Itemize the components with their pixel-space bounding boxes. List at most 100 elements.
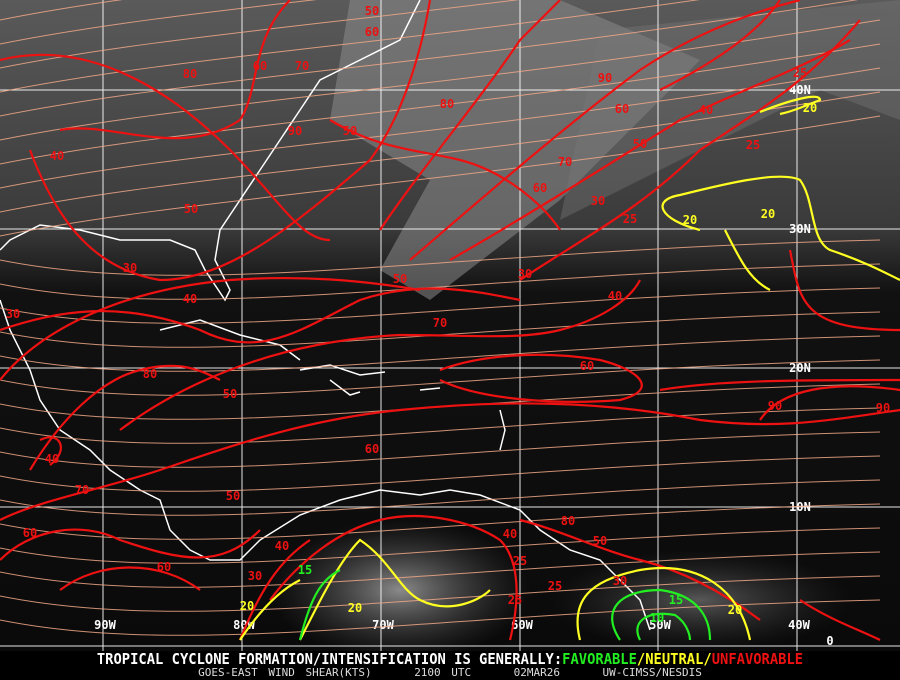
shear-contours [0, 0, 900, 641]
contour-label-red: 70 [433, 316, 447, 330]
contour-label-red: 50 [184, 202, 198, 216]
headline-text: TROPICAL CYCLONE FORMATION/INTENSIFICATI… [96, 650, 563, 668]
legend-sep: / [703, 650, 712, 668]
contour-label-red: 80 [440, 97, 454, 111]
streamline [0, 0, 317, 45]
product-name: GOES-EAST WIND SHEAR(KTS) [198, 666, 372, 679]
latitude-label: 40N [789, 83, 811, 97]
streamline [0, 527, 881, 564]
longitude-label: 70W [372, 618, 394, 632]
contour-label-red: 25 [508, 593, 522, 607]
grid-labels: 90W 80W 70W 60W 50W 40W 40N 30N 20N 10N 0 [94, 83, 833, 648]
streamline [0, 263, 881, 300]
contour-label-red: 30 [591, 194, 605, 208]
streamline [0, 0, 123, 21]
contour-label-red: 30 [123, 261, 137, 275]
streamline [0, 67, 881, 189]
streamline [0, 599, 881, 636]
longitude-label: 50W [649, 618, 671, 632]
contour-label-yellow: 20 [728, 603, 742, 617]
streamline [0, 287, 881, 324]
contour-label-red: 30 [518, 267, 532, 281]
contour-label-red: 80 [143, 367, 157, 381]
contour-label-red: 70 [558, 155, 572, 169]
longitude-label: 60W [511, 618, 533, 632]
contour-label-red: 90 [876, 401, 890, 415]
contour-label-yellow: 20 [348, 601, 362, 615]
longitude-label: 40W [788, 618, 810, 632]
caption-bar: TROPICAL CYCLONE FORMATION/INTENSIFICATI… [0, 651, 900, 680]
streamline [0, 551, 881, 588]
streamline [0, 0, 520, 69]
contour-label-red: 60 [615, 102, 629, 116]
contour-label-red: 40 [699, 103, 713, 117]
latitude-label: 10N [789, 500, 811, 514]
legend-sep: / [636, 650, 646, 668]
contour-label-red: 90 [598, 71, 612, 85]
contour-label-green: 15 [669, 593, 683, 607]
contour-label-yellow: 20 [761, 207, 775, 221]
contour-label-red: 40 [608, 289, 622, 303]
contour-label-red: 25 [513, 554, 527, 568]
contour-label-red: 40 [503, 527, 517, 541]
product-source: UW-CIMSS/NESDIS [602, 666, 702, 679]
longitude-label: 80W [233, 618, 255, 632]
contour-label-red: 25 [623, 212, 637, 226]
contour-label-red: 50 [633, 137, 647, 151]
contour-label-red: 60 [533, 181, 547, 195]
contour-label-yellow: 20 [683, 213, 697, 227]
map-canvas: 90W 80W 70W 60W 50W 40W 40N 30N 20N 10N 0 [0, 0, 900, 651]
contour-label-red: 60 [580, 359, 594, 373]
cloud-cluster [270, 520, 530, 651]
contour-label-yellow: 20 [240, 599, 254, 613]
contour-labels: 50 60 70 80 60 90 50 80 60 50 70 40 60 90 40 50 25 25 30 25… [6, 4, 890, 625]
streamline [0, 503, 881, 540]
streamline [0, 335, 881, 372]
contour-label-red: 70 [295, 59, 309, 73]
legend-neutral: NEUTRAL [645, 650, 704, 668]
contour-label-red: 40 [50, 149, 64, 163]
streamline [0, 115, 881, 237]
contour-label-red: 40 [183, 292, 197, 306]
contour-label-red: 40 [275, 539, 289, 553]
contour-label-red: 50 [365, 4, 379, 18]
streamlines [0, 0, 881, 636]
streamline [0, 239, 881, 276]
streamline [0, 383, 881, 420]
streamline [0, 0, 859, 117]
contour-label-red: 30 [613, 574, 627, 588]
contour-label-red: 25 [548, 579, 562, 593]
contour-label-red: 50 [393, 272, 407, 286]
streamline [0, 431, 881, 468]
streamline [0, 91, 881, 213]
legend-favorable: FAVORABLE [562, 650, 637, 668]
contour-label-red: 70 [75, 483, 89, 497]
contour-label-red: 50 [593, 534, 607, 548]
legend-unfavorable: UNFAVORABLE [711, 650, 804, 668]
contour-label-red: 60 [365, 442, 379, 456]
contour-label-green: 15 [298, 563, 312, 577]
product-info: GOES-EAST WIND SHEAR(KTS) 2100 UTC 02MAR… [0, 667, 900, 679]
latitude-label: 30N [789, 222, 811, 236]
product-time: 2100 UTC [414, 666, 472, 679]
latitude-label: 20N [789, 361, 811, 375]
lat-lon-grid [0, 0, 900, 651]
streamline [0, 479, 881, 516]
conditions-legend: TROPICAL CYCLONE FORMATION/INTENSIFICATI… [36, 651, 864, 667]
cloud-band [330, 0, 700, 300]
contour-label-yellow: 20 [803, 101, 817, 115]
contour-label-red: 60 [23, 526, 37, 540]
product-date: 02MAR26 [513, 666, 561, 679]
contour-label-red: 90 [768, 399, 782, 413]
contour-label-red: 40 [45, 452, 59, 466]
contour-label-red: 30 [6, 307, 20, 321]
streamline [0, 43, 881, 165]
cloud-cluster [550, 550, 850, 650]
contour-label-red: 80 [183, 67, 197, 81]
streamline [0, 407, 881, 444]
streamline [0, 575, 881, 612]
contour-label-red: 30 [248, 569, 262, 583]
contour-label-red: 60 [253, 59, 267, 73]
contour-label-red: 80 [561, 514, 575, 528]
